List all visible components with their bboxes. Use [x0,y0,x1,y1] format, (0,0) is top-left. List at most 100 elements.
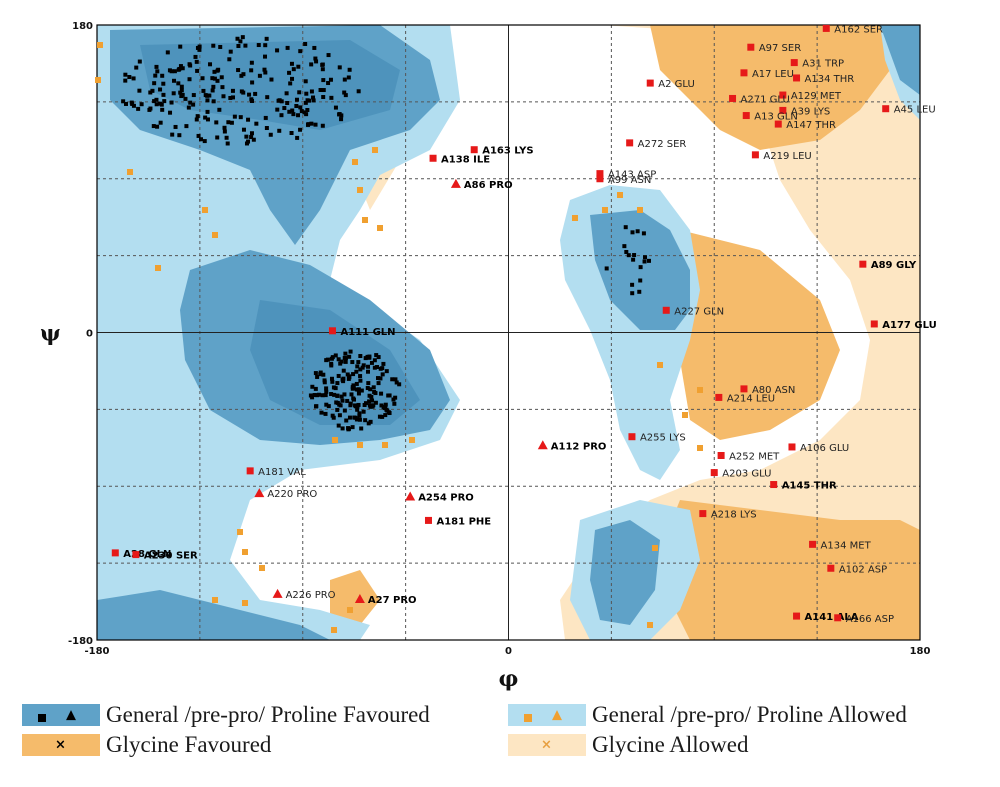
general-point [347,354,352,359]
general-point [298,105,303,110]
outlier-marker [740,385,748,393]
general-point [298,49,303,54]
general-point [249,68,254,73]
glycine-point [362,217,368,223]
general-point [247,92,252,97]
general-point [362,403,367,408]
glycine-point [242,600,248,606]
general-point [173,124,178,129]
general-point [630,230,635,235]
general-point [151,124,156,129]
general-point [186,105,191,110]
general-point [299,109,304,114]
outlier-marker [424,516,432,524]
general-point [378,376,383,381]
general-point [147,107,152,112]
general-point [184,124,189,129]
general-point [201,88,206,93]
glycine-point [647,622,653,628]
general-point [376,355,381,360]
general-point [343,356,348,361]
general-point [194,117,199,122]
outlier-marker [470,146,478,154]
general-point [347,67,352,72]
general-point [324,402,329,407]
residue-label: A134 MET [821,540,872,551]
general-point [148,90,153,95]
outlier-marker [822,24,830,32]
legend-swatch-general-allowed: ▲ [508,704,586,726]
general-point [313,371,318,376]
general-point [178,64,183,69]
general-point [246,117,251,122]
residue-label: A143 ASP [608,170,656,181]
general-point [363,418,368,423]
general-point [215,135,220,140]
general-point [366,381,371,386]
general-point [390,377,395,382]
glycine-point [697,445,703,451]
general-point [207,93,212,98]
general-point [265,95,270,100]
general-point [123,101,128,106]
glycine-point [682,412,688,418]
residue-label: A163 LYS [482,146,533,157]
general-point [604,266,609,271]
glycine-point [212,232,218,238]
general-point [374,353,379,358]
general-point [356,387,361,392]
general-point [351,372,356,377]
general-point [123,78,128,83]
general-point [153,73,158,78]
residue-label: A97 SER [759,43,801,54]
general-point [179,84,184,89]
general-point [355,364,360,369]
general-point [289,61,294,66]
residue-label: A2 GLU [658,79,695,90]
general-point [205,93,210,98]
general-point [253,91,258,96]
general-point [383,404,388,409]
general-point [371,403,376,408]
general-point [211,99,216,104]
general-point [321,372,326,377]
general-point [383,402,388,407]
general-point [294,104,299,109]
general-point [288,81,293,86]
general-point [354,369,359,374]
residue-label: A80 ASN [752,385,795,396]
general-point [205,98,210,103]
general-point [357,411,362,416]
general-point [158,87,163,92]
general-point [334,400,339,405]
cross-marker-icon: × [541,737,552,753]
general-point [236,68,241,73]
general-point [365,369,370,374]
general-point [211,43,216,48]
glycine-point [155,265,161,271]
general-point [314,59,319,64]
outlier-marker [596,170,604,178]
glycine-point [372,147,378,153]
general-point [165,50,170,55]
general-point [210,76,215,81]
general-point [626,253,631,258]
glycine-point [259,565,265,571]
outlier-marker [646,79,654,87]
general-point [179,94,184,99]
general-point [348,349,353,354]
general-point [311,98,316,103]
glycine-point [357,442,363,448]
general-point [358,367,363,372]
general-point [256,43,261,48]
general-point [379,403,384,408]
general-point [282,106,287,111]
general-point [329,361,334,366]
general-point [329,95,334,100]
residue-label: A31 TRP [802,59,844,70]
general-point [372,365,377,370]
general-point [312,45,317,50]
general-point [221,94,226,99]
general-point [269,77,274,82]
general-point [212,69,217,74]
